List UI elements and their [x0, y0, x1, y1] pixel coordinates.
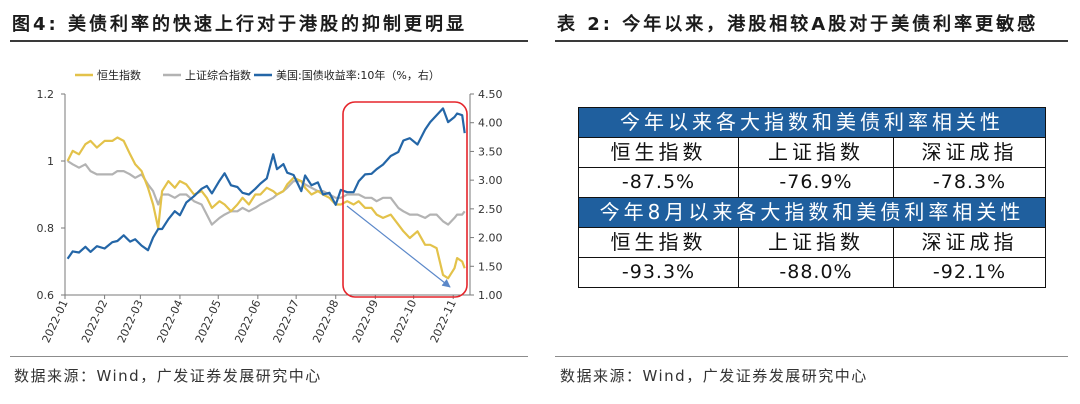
header-hang-seng: 恒生指数	[578, 137, 739, 168]
table-header-row: 恒生指数 上证指数 深证成指	[578, 137, 1047, 168]
value-hang-seng: -87.5%	[578, 167, 739, 198]
table-value-row: -87.5% -76.9% -78.3%	[578, 167, 1047, 198]
x-axis-tick-label: 2022-04	[154, 298, 185, 345]
x-axis-tick-label: 2022-05	[193, 298, 224, 345]
legend-label-shanghai-composite: 上证综合指数	[185, 68, 251, 82]
right-axis-tick-label: 1.50	[478, 260, 503, 273]
section-title-ytd: 今年以来各大指数和美债利率相关性	[577, 107, 1047, 138]
header-shenzhen: 深证成指	[892, 227, 1047, 258]
x-axis-tick-label: 2022-07	[271, 298, 302, 345]
left-axis-tick-label: 1.2	[37, 88, 55, 101]
trend-arrow	[346, 205, 451, 288]
x-axis-tick-label: 2022-09	[350, 298, 381, 345]
right-axis-tick-label: 4.50	[478, 88, 503, 101]
line-chart: 恒生指数 上证综合指数 美国:国债收益率:10年（%，右） 1.2 1 0.8 0.6…	[37, 68, 503, 345]
table-section-row: 今年8月以来各大指数和美债利率相关性	[577, 197, 1047, 228]
table-source: 数据来源：Wind，广发证券发展研究中心	[560, 367, 868, 385]
figure-source-rule	[10, 356, 528, 357]
left-axis-tick-label: 1	[47, 155, 54, 168]
value-shanghai: -88.0%	[738, 257, 894, 288]
section-title-since-august: 今年8月以来各大指数和美债利率相关性	[577, 197, 1047, 228]
series-line-us-10y-yield	[66, 107, 466, 260]
legend-label-us-10y-yield: 美国:国债收益率:10年（%，右）	[276, 68, 440, 82]
table-header-row: 恒生指数 上证指数 深证成指	[578, 227, 1047, 258]
correlation-table: 今年以来各大指数和美债利率相关性 恒生指数 上证指数 深证成指 -87.5% -…	[577, 107, 1047, 288]
x-axis-tick-label: 2022-02	[79, 298, 110, 345]
header-hang-seng: 恒生指数	[578, 227, 739, 258]
x-axis-tick-label: 2022-11	[428, 298, 459, 345]
figure-title-rule	[10, 40, 528, 42]
chart-legend: 恒生指数 上证综合指数 美国:国债收益率:10年（%，右）	[75, 68, 440, 82]
figure-title: 图4: 美债利率的快速上行对于港股的抑制更明显	[12, 14, 467, 35]
table-source-rule	[555, 356, 1068, 357]
right-axis-tick-label: 3.00	[478, 174, 503, 187]
table-value-row: -93.3% -88.0% -92.1%	[578, 257, 1047, 288]
series-line-shanghai-composite	[67, 160, 466, 226]
right-axis-tick-label: 2.50	[478, 203, 503, 216]
right-axis-tick-label: 3.50	[478, 145, 503, 158]
value-shanghai: -76.9%	[738, 167, 894, 198]
x-axis-tick-label: 2022-06	[232, 298, 263, 345]
table-title-rule	[555, 40, 1068, 42]
x-axis-tick-label: 2022-10	[388, 298, 419, 345]
x-axis-tick-label: 2022-03	[115, 298, 146, 345]
legend-label-hang-seng: 恒生指数	[97, 68, 141, 82]
x-axis-tick-label: 2022-01	[40, 298, 71, 345]
value-hang-seng: -93.3%	[578, 257, 739, 288]
series-layer	[66, 107, 466, 280]
highlight-box	[342, 101, 468, 298]
header-shenzhen: 深证成指	[892, 137, 1047, 168]
series-line-hang-seng	[66, 136, 466, 280]
value-shenzhen: -92.1%	[892, 257, 1047, 288]
left-axis-tick-label: 0.6	[37, 289, 55, 302]
table-section-row: 今年以来各大指数和美债利率相关性	[577, 107, 1047, 138]
left-axis-tick-label: 0.8	[37, 222, 55, 235]
value-shenzhen: -78.3%	[892, 167, 1047, 198]
header-shanghai: 上证指数	[738, 137, 894, 168]
header-shanghai: 上证指数	[738, 227, 894, 258]
table-title: 表 2: 今年以来，港股相较A股对于美债利率更敏感	[557, 14, 1039, 35]
tick-layer: 1.2 1 0.8 0.6 4.50 4.00 3.50 3.00 2.50 2.00 1.50 1.…	[37, 88, 503, 345]
figure-source: 数据来源：Wind，广发证券发展研究中心	[14, 367, 322, 385]
x-axis-tick-label: 2022-08	[310, 298, 341, 345]
right-axis-tick-label: 2.00	[478, 232, 503, 245]
right-axis-tick-label: 4.00	[478, 117, 503, 130]
right-axis-tick-label: 1.00	[478, 289, 503, 302]
